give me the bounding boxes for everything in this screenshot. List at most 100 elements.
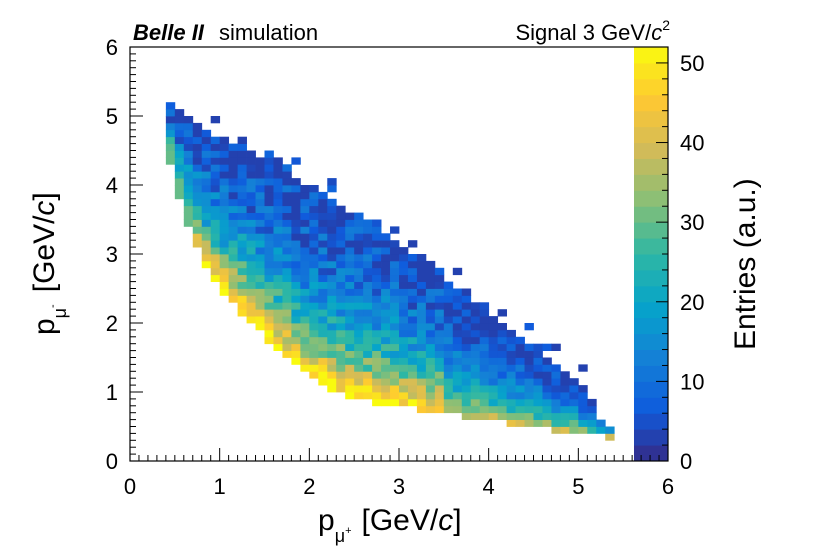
colorbar-segment	[634, 94, 668, 112]
heatmap-cell	[210, 205, 221, 213]
heatmap-cell	[210, 150, 221, 158]
heatmap-cell	[318, 254, 328, 262]
heatmap-cell	[309, 191, 319, 200]
heatmap-cell	[237, 295, 247, 303]
heatmap-cell	[497, 329, 507, 338]
heatmap-cell	[560, 419, 570, 427]
heatmap-cell	[488, 357, 499, 365]
heatmap-cell	[551, 412, 561, 420]
heatmap-cell	[407, 254, 418, 262]
heatmap-cell	[381, 378, 391, 386]
heatmap-cell	[434, 288, 445, 296]
heatmap-cell	[443, 357, 454, 365]
heatmap-cell	[354, 254, 364, 262]
heatmap-cell	[291, 302, 301, 310]
heatmap-cell	[596, 426, 606, 434]
heatmap-cell	[587, 405, 597, 414]
heatmap-cell	[479, 309, 490, 317]
heatmap-cell	[407, 329, 418, 338]
heatmap-cell	[470, 405, 481, 414]
colorbar-segment	[634, 365, 668, 382]
heatmap-cell	[201, 136, 212, 144]
heatmap-cell	[345, 371, 355, 379]
heatmap-cell	[282, 281, 292, 289]
colorbar-segment	[634, 333, 668, 351]
heatmap-cell	[291, 198, 301, 207]
heatmap-cell	[390, 350, 400, 358]
heatmap-cell	[381, 295, 391, 303]
heatmap-cell	[282, 343, 292, 351]
heatmap-cell	[300, 323, 310, 331]
heatmap-cell	[497, 336, 507, 345]
heatmap-cell	[399, 295, 409, 303]
colorbar-segment	[634, 349, 668, 366]
heatmap-cell	[390, 336, 400, 345]
heatmap-cell	[434, 316, 445, 324]
heatmap-cell	[434, 323, 445, 331]
heatmap-cell	[282, 171, 292, 179]
heatmap-cell	[174, 143, 185, 151]
heatmap-cell	[300, 233, 310, 241]
z-tick-label: 10	[680, 369, 704, 394]
heatmap-cell	[210, 226, 221, 234]
heatmap-cell	[461, 302, 472, 310]
heatmap-cell	[354, 385, 364, 393]
heatmap-cell	[425, 398, 436, 407]
heatmap-cell	[282, 267, 292, 276]
heatmap-cell	[264, 212, 274, 220]
heatmap-cell	[470, 316, 481, 324]
heatmap-cell	[506, 343, 516, 351]
heatmap-cell	[219, 171, 230, 179]
heatmap-cell	[183, 185, 194, 193]
heatmap-cell	[273, 157, 283, 165]
heatmap-cell	[264, 309, 274, 317]
heatmap-cell	[255, 281, 265, 289]
x-axis-ticks: 0 1 2 3 4 5 6	[124, 448, 674, 499]
heatmap-cell	[291, 295, 301, 303]
heatmap-cell	[381, 392, 391, 400]
heatmap-cell	[363, 323, 373, 331]
heatmap-cell	[399, 392, 409, 400]
heatmap-cell	[201, 260, 212, 269]
heatmap-cell	[201, 129, 212, 138]
x-tick-label: 3	[393, 474, 405, 499]
heatmap-cell	[399, 364, 409, 372]
heatmap-cell	[506, 412, 516, 420]
heatmap-cell	[327, 309, 337, 317]
heatmap-cell	[551, 392, 561, 400]
heatmap-cell	[228, 288, 238, 296]
heatmap-cell	[246, 171, 256, 179]
heatmap-cell	[183, 122, 194, 131]
heatmap-cell	[354, 343, 364, 351]
heatmap-cell	[569, 426, 579, 434]
heatmap-cell	[327, 316, 337, 324]
heatmap-cell	[381, 323, 391, 331]
heatmap-cell	[416, 274, 427, 282]
heatmap-cell	[533, 371, 543, 379]
heatmap-cell	[416, 364, 427, 372]
heatmap-cell	[488, 323, 499, 331]
heatmap-cell	[336, 329, 346, 338]
heatmap-cell	[372, 219, 382, 227]
heatmap-cell	[390, 329, 400, 338]
heatmap-cell	[542, 343, 552, 351]
heatmap-cell	[407, 378, 418, 386]
x-label-c: c	[438, 504, 453, 537]
heatmap-cell	[210, 233, 221, 241]
heatmap-cell	[273, 274, 283, 282]
y-axis-label: pμ- [GeV/c]	[28, 192, 70, 335]
heatmap-cell	[461, 405, 472, 414]
heatmap-cell	[264, 260, 274, 269]
heatmap-cell	[336, 226, 346, 234]
heatmap-cell	[399, 254, 409, 262]
heatmap-cell	[246, 164, 256, 172]
heatmap-cell	[381, 254, 391, 262]
heatmap-cell	[542, 419, 552, 427]
heatmap-cell	[596, 419, 606, 427]
heatmap-cell	[390, 288, 400, 296]
heatmap-cell	[273, 316, 283, 324]
heatmap-cell	[488, 350, 499, 358]
heatmap-cell	[255, 191, 265, 200]
heatmap-cell	[452, 323, 463, 331]
heatmap-cell	[264, 226, 274, 234]
